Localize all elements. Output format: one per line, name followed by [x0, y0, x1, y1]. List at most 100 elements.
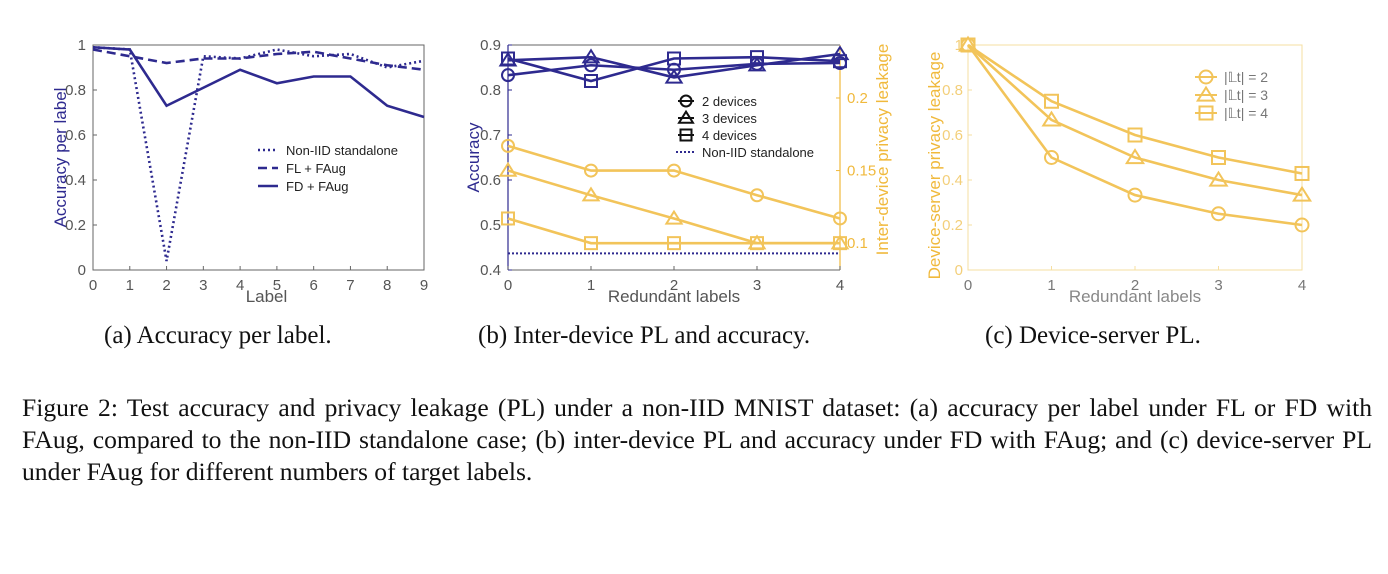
chart-b-accuracy-marker-square — [501, 51, 515, 66]
chart-b-accuracy-marker-triangle — [747, 56, 767, 72]
chart-b-legend-swatch-marker — [679, 128, 693, 142]
chart-b-leakage-marker-square — [750, 236, 764, 251]
chart-a-x-tick-label: 7 — [346, 277, 354, 294]
chart-a-x-tick-label: 9 — [420, 277, 428, 294]
chart-c-series-marker-circle — [1044, 150, 1059, 165]
chart-c-series-marker-circle — [1211, 206, 1226, 222]
chart-b-leakage-marker-square — [501, 211, 515, 226]
chart-a-series-line-dotted — [92, 45, 425, 262]
chart-b-leakage-marker-triangle — [498, 161, 518, 177]
chart-c: 0 1 2 3 4 0 0.2 0.4 0.6 0.8 1 Redundant labels Devic… — [925, 35, 1313, 306]
chart-b-leakage-marker-circle — [584, 163, 598, 178]
chart-c-series-marker-triangle — [1041, 110, 1062, 127]
chart-b-y-left-tick-label: 0.9 — [480, 37, 501, 54]
chart-c-series-marker-square — [1127, 127, 1143, 143]
chart-c-y-tick-label: 1 — [955, 37, 963, 54]
chart-b-accuracy-marker-triangle — [581, 48, 601, 64]
figure-caption-text: Figure 2: Test accuracy and privacy leak… — [22, 393, 1372, 486]
chart-c-legend-label: |𝕃t| = 2 — [1224, 69, 1268, 85]
chart-b-legend-swatch-marker — [679, 94, 693, 108]
chart-c-y-tick-label: 0 — [955, 262, 963, 279]
chart-a-x-tick-label: 6 — [309, 277, 317, 294]
chart-b-y-left-tick-label: 0.6 — [480, 172, 501, 189]
chart-c-series-marker-triangle — [1124, 148, 1146, 165]
chart-b-accuracy-line-square — [507, 55, 841, 83]
chart-c-y-tick-label: 0.6 — [942, 127, 963, 144]
chart-b-legend-label: 2 devices — [702, 94, 757, 109]
chart-b-x-tick-label: 4 — [836, 277, 844, 294]
chart-b-leakage-line-circle — [507, 144, 841, 220]
chart-c-y-axis-label: Device-server privacy leakage — [925, 52, 944, 280]
chart-b-accuracy-marker-triangle — [830, 45, 850, 61]
chart-b-legend-swatch-marker — [677, 109, 695, 124]
chart-a-x-tick-label: 8 — [383, 277, 391, 294]
chart-a-y-axis-label: Accuracy per label — [51, 88, 70, 228]
chart-b-leakage-marker-square — [833, 236, 847, 251]
chart-a-x-tick-label: 2 — [162, 277, 170, 294]
chart-b-accuracy-marker-circle — [501, 68, 515, 83]
chart-b-accuracy-marker-square — [750, 50, 764, 65]
chart-b-leakage-marker-circle — [750, 188, 764, 203]
chart-c-series-marker-square — [1044, 93, 1059, 109]
chart-b-x-tick-label: 0 — [504, 277, 512, 294]
chart-a-x-tick-label: 3 — [199, 277, 207, 294]
caption-a: (a) Accuracy per label. — [104, 322, 332, 349]
chart-c-series-marker-triangle — [1291, 185, 1313, 202]
chart-b-leakage-marker-circle — [833, 211, 847, 226]
chart-c-x-tick-label: 2 — [1131, 277, 1139, 294]
chart-c-legend-swatch-marker — [1198, 69, 1214, 85]
chart-c-y-tick-label: 0.2 — [942, 217, 963, 234]
chart-a-series-line-dashed — [92, 48, 425, 72]
chart-b-y-left-tick-label: 0.8 — [480, 82, 501, 99]
chart-a-x-tick-label: 5 — [273, 277, 281, 294]
chart-a-series-line-solid — [92, 45, 425, 119]
chart-b-y-left-tick-label: 0.4 — [480, 262, 501, 279]
chart-a-x-tick-label: 4 — [236, 277, 244, 294]
figure-charts: 0 1 2 3 4 5 6 7 8 9 0 0.2 0.4 0.6 0.8 1 Label Accuracy pe… — [51, 35, 1313, 306]
chart-c-series-line-square — [967, 43, 1303, 175]
chart-c-y-tick-label: 0.4 — [942, 172, 963, 189]
chart-c-y-tick-label: 0.8 — [942, 82, 963, 99]
chart-b-y-left-tick-label: 0.7 — [480, 127, 501, 144]
chart-b-x-tick-label: 3 — [753, 277, 761, 294]
chart-b-y-right-tick-label: 0.2 — [847, 90, 868, 107]
chart-c-series-line-triangle — [967, 44, 1303, 197]
chart-b-y-right-tick-label: 0.1 — [847, 235, 868, 252]
chart-a-y-tick-label: 0.6 — [65, 127, 86, 144]
chart-b-leakage-marker-triangle — [581, 186, 601, 202]
chart-a-legend-label: FD + FAug — [286, 179, 349, 194]
chart-c-x-tick-label: 4 — [1298, 277, 1306, 294]
chart-a-x-tick-label: 1 — [126, 277, 134, 294]
caption-b: (b) Inter-device PL and accuracy. — [478, 322, 811, 349]
chart-c-series-line-circle — [966, 44, 1303, 227]
chart-b-accuracy-marker-square — [667, 51, 681, 66]
chart-a-x-axis-label: Label — [246, 287, 288, 306]
chart-b-accuracy-marker-circle — [584, 58, 598, 73]
chart-c-legend-swatch-marker — [1198, 105, 1214, 121]
chart-a-legend-label: Non-IID standalone — [286, 143, 398, 158]
chart-a-y-tick-label: 1 — [78, 37, 86, 54]
chart-b: 0 1 2 3 4 0.4 0.5 0.6 0.7 0.8 0.9 0.1 0.15 0.2 Redunda… — [464, 37, 892, 306]
chart-a-plot-frame — [92, 44, 425, 271]
chart-b-y-right-tick-label: 0.15 — [847, 163, 876, 180]
chart-c-x-tick-label: 0 — [964, 277, 972, 294]
chart-b-leakage-marker-square — [584, 236, 598, 251]
chart-b-legend-label: 4 devices — [702, 128, 757, 143]
chart-b-accuracy-marker-square — [584, 74, 598, 88]
chart-b-y-left-tick-label: 0.5 — [480, 217, 501, 234]
chart-b-y-left-axis-label: Accuracy — [464, 122, 483, 192]
figure-caption: Figure 2: Test accuracy and privacy leak… — [22, 392, 1372, 488]
chart-b-accuracy-marker-square — [833, 54, 847, 69]
chart-b-legend-label: 3 devices — [702, 111, 757, 126]
chart-c-legend-label: |𝕃t| = 4 — [1224, 105, 1268, 121]
chart-c-series-marker-triangle — [1208, 170, 1229, 187]
chart-a-x-tick-label: 0 — [89, 277, 97, 294]
chart-b-leakage-marker-circle — [667, 163, 681, 178]
chart-a-y-tick-label: 0 — [78, 262, 86, 279]
caption-c: (c) Device-server PL. — [985, 322, 1201, 349]
chart-a-y-tick-label: 0.2 — [65, 217, 86, 234]
chart-b-x-tick-label: 2 — [670, 277, 678, 294]
chart-c-x-tick-label: 3 — [1214, 277, 1222, 294]
chart-c-series-marker-circle — [1294, 217, 1310, 233]
